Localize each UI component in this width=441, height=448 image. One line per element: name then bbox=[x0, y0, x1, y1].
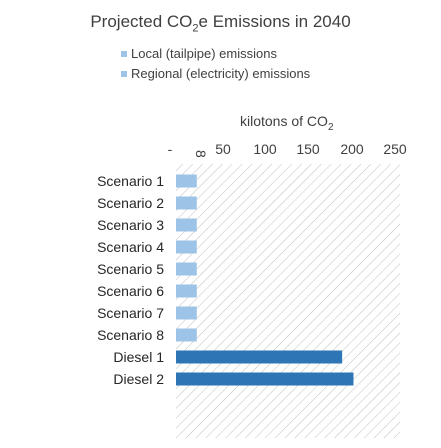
category-label-diesel-1: Diesel 1 bbox=[113, 349, 164, 365]
category-label-scenario-6: Scenario 6 bbox=[97, 283, 164, 299]
x-axis-title: kilotons of CO2 bbox=[240, 113, 334, 133]
category-label-scenario-1: Scenario 1 bbox=[97, 173, 164, 189]
legend-swatch-local bbox=[121, 51, 127, 57]
legend-swatch-regional bbox=[121, 71, 127, 77]
category-label-scenario-8: Scenario 8 bbox=[97, 327, 164, 343]
legend: Local (tailpipe) emissions Regional (ele… bbox=[121, 44, 310, 84]
x-tick-label: 50 bbox=[215, 141, 231, 157]
x-tick-label: 150 bbox=[296, 141, 320, 157]
category-label-diesel-2: Diesel 2 bbox=[113, 371, 164, 387]
bar-scenario-6-series-2 bbox=[176, 284, 197, 298]
bar-scenario-5-series-2 bbox=[176, 262, 197, 276]
bar-scenario-7-series-2 bbox=[176, 306, 197, 320]
x-tick-label: 200 bbox=[340, 141, 364, 157]
category-label-scenario-3: Scenario 3 bbox=[97, 217, 164, 233]
category-label-scenario-5: Scenario 5 bbox=[97, 261, 164, 277]
chart-title: Projected CO2e Emissions in 2040 bbox=[90, 12, 351, 35]
bar-diesel-1-series-1 bbox=[176, 350, 343, 364]
bar-scenario-8-series-2 bbox=[176, 328, 197, 342]
legend-label-regional: Regional (electricity) emissions bbox=[131, 66, 311, 81]
bar-scenario-4-series-2 bbox=[176, 240, 197, 254]
bar-scenario-1-series-2 bbox=[176, 174, 197, 188]
rotated-annotation: 8 bbox=[193, 150, 209, 158]
x-tick-label: - bbox=[168, 141, 173, 157]
bar-scenario-2-series-2 bbox=[176, 196, 197, 210]
legend-item-local: Local (tailpipe) emissions bbox=[121, 44, 310, 64]
bar-diesel-2-series-1 bbox=[176, 372, 354, 386]
legend-label-local: Local (tailpipe) emissions bbox=[131, 46, 277, 61]
x-tick-label: 100 bbox=[253, 141, 277, 157]
plot-area bbox=[176, 164, 400, 438]
bar-scenario-3-series-2 bbox=[176, 218, 197, 232]
legend-item-regional: Regional (electricity) emissions bbox=[121, 64, 310, 84]
x-tick-label: 250 bbox=[383, 141, 407, 157]
category-label-scenario-2: Scenario 2 bbox=[97, 195, 164, 211]
category-label-scenario-4: Scenario 4 bbox=[97, 239, 164, 255]
category-label-scenario-7: Scenario 7 bbox=[97, 305, 164, 321]
